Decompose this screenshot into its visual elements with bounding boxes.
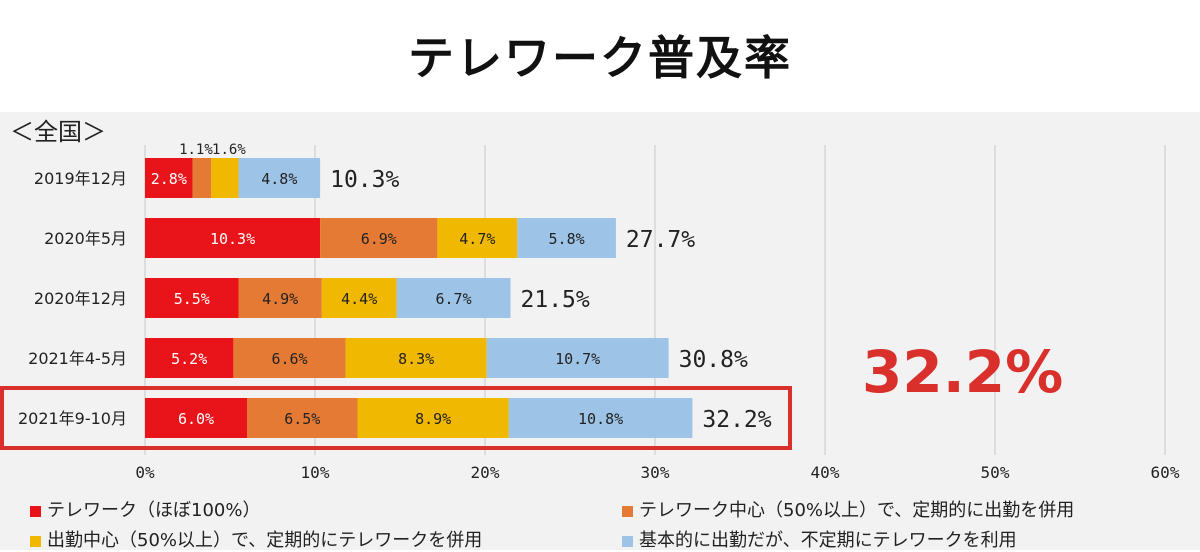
bar-value-label: 6.9%	[361, 230, 397, 248]
small-value-label: 1.1%	[179, 142, 213, 158]
bar-segment	[233, 338, 346, 378]
bar-value-label: 2.8%	[151, 170, 187, 188]
x-tick-label: 10%	[301, 463, 330, 482]
bar-value-label: 8.9%	[415, 410, 451, 428]
bar-value-label: 5.8%	[549, 230, 585, 248]
bar-segment	[145, 338, 234, 378]
bar-segment	[238, 278, 322, 318]
bar-segment	[396, 278, 511, 318]
bar-value-label: 4.8%	[261, 170, 297, 188]
category-label: 2021年9-10月	[18, 409, 127, 428]
highlight-box	[0, 386, 792, 450]
bar-value-label: 6.7%	[435, 290, 471, 308]
category-label: 2020年12月	[34, 289, 127, 308]
legend-swatch-series-3	[30, 535, 41, 547]
bar-value-label: 4.7%	[459, 230, 495, 248]
bar-segment	[345, 338, 487, 378]
bar-total-label: 27.7%	[626, 227, 695, 253]
bar-total-label: 10.3%	[330, 167, 399, 193]
bar-total-label: 30.8%	[679, 347, 748, 373]
category-label: 2019年12月	[34, 169, 127, 188]
bar-value-label: 5.5%	[174, 290, 210, 308]
highlight-value: 32.2%	[862, 338, 1064, 406]
page-title: テレワーク普及率	[408, 31, 792, 85]
legend-item-series-2: テレワーク中心（50%以上）で、定期的に出勤を併用	[622, 496, 1074, 522]
bar-segment	[192, 158, 212, 198]
bar-segment	[145, 218, 321, 258]
region-label: ＜全国＞	[10, 118, 106, 146]
bar-value-label: 6.0%	[178, 410, 214, 428]
bar-value-label: 8.3%	[398, 350, 434, 368]
legend-label-series-3: 出勤中心（50%以上）で、定期的にテレワークを併用	[47, 530, 483, 551]
bar-value-label: 6.6%	[271, 350, 307, 368]
legend-item-series-4: 基本的に出勤だが、不定期にテレワークを利用	[622, 526, 1017, 552]
legend-label-series-1: テレワーク（ほぼ100%）	[47, 500, 261, 521]
bar-segment	[357, 398, 509, 438]
legend-item-series-3: 出勤中心（50%以上）で、定期的にテレワークを併用	[30, 526, 482, 552]
bar-segment	[321, 278, 397, 318]
bar-segment	[508, 398, 693, 438]
legend-label-series-4: 基本的に出勤だが、不定期にテレワークを利用	[639, 530, 1017, 551]
category-label: 2020年5月	[44, 229, 127, 248]
x-tick-label: 0%	[135, 463, 155, 482]
small-value-label: 1.6%	[212, 142, 246, 158]
bar-segment	[145, 398, 247, 438]
bar-value-label: 6.5%	[284, 410, 320, 428]
bar-value-label: 10.3%	[210, 230, 255, 248]
category-label: 2021年4-5月	[28, 349, 127, 368]
bar-segment	[517, 218, 616, 258]
x-tick-label: 50%	[981, 463, 1010, 482]
bar-segment	[437, 218, 518, 258]
x-tick-label: 60%	[1151, 463, 1180, 482]
x-tick-label: 30%	[641, 463, 670, 482]
legend-item-series-1: テレワーク（ほぼ100%）	[30, 496, 260, 522]
bar-value-label: 4.9%	[262, 290, 298, 308]
bar-total-label: 21.5%	[521, 287, 590, 313]
legend-swatch-series-1	[30, 505, 41, 517]
x-tick-label: 20%	[471, 463, 500, 482]
bar-segment	[247, 398, 358, 438]
legend-swatch-series-2	[622, 505, 633, 517]
bar-segment	[320, 218, 438, 258]
bar-total-label: 32.2%	[702, 407, 771, 433]
bar-segment	[238, 158, 321, 198]
bar-segment	[145, 278, 239, 318]
legend-label-series-2: テレワーク中心（50%以上）で、定期的に出勤を併用	[639, 500, 1075, 521]
bar-value-label: 10.7%	[555, 350, 600, 368]
bar-value-label: 4.4%	[341, 290, 377, 308]
bar-value-label: 10.8%	[578, 410, 623, 428]
bar-value-label: 5.2%	[171, 350, 207, 368]
bar-segment	[486, 338, 669, 378]
bar-segment	[211, 158, 239, 198]
x-tick-label: 40%	[811, 463, 840, 482]
legend-swatch-series-4	[622, 535, 633, 547]
bar-segment	[145, 158, 193, 198]
